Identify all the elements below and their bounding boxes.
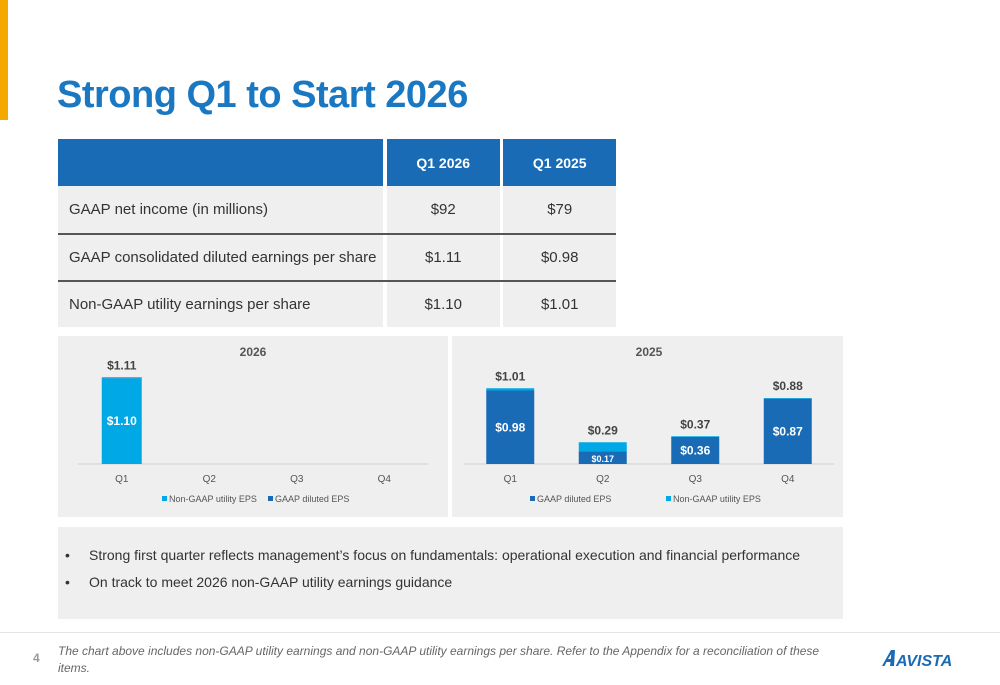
legend-swatch	[162, 496, 167, 501]
chart-2026-panel: 2026 Q1 $1.10 $1.11 Q2 Q3 Q4 Non-GAAP utility E…	[58, 336, 448, 517]
x-tick-label: Q2	[203, 474, 217, 485]
data-label-gaap: $0.17	[591, 454, 614, 464]
table-header-q1-2025: Q1 2025	[532, 154, 587, 171]
bar-non-gaap-eps	[486, 388, 535, 391]
data-label-non-gaap: $1.01	[495, 369, 525, 383]
bar-gaap-eps	[763, 398, 812, 464]
legend-label: Non-GAAP utility EPS	[673, 494, 761, 504]
logo-text: AVISTA	[895, 653, 952, 670]
chart-title: 2025	[636, 345, 663, 359]
bar-non-gaap-eps	[578, 442, 627, 452]
accent-bar	[0, 0, 8, 120]
eps-table: Q1 2026 Q1 2025 GAAP net income (in mill…	[58, 139, 616, 327]
row-label: GAAP consolidated diluted earnings per s…	[69, 249, 377, 266]
chart-title: 2026	[240, 345, 267, 359]
row-value-q1-2025: $0.98	[540, 249, 579, 266]
bar-non-gaap-eps	[101, 378, 142, 464]
table-row: GAAP net income (in millions) $92 $79	[58, 186, 616, 233]
x-tick-label: Q4	[378, 474, 392, 485]
legend-label: GAAP diluted EPS	[537, 494, 611, 504]
bullet-glyph: •	[65, 547, 70, 563]
bar-gaap-eps	[486, 390, 535, 464]
bar-non-gaap-eps	[671, 436, 720, 437]
page-number: 4	[33, 651, 40, 665]
bar-gaap-eps	[671, 437, 720, 464]
avista-logo-icon: AVISTA	[882, 650, 952, 670]
x-tick-label: Q1	[115, 474, 129, 485]
row-value-q1-2025: $1.01	[540, 296, 579, 313]
row-label: Non-GAAP utility earnings per share	[69, 296, 311, 313]
data-label-non-gaap: $0.37	[680, 417, 710, 431]
bullet-text: On track to meet 2026 non-GAAP utility e…	[89, 574, 453, 590]
data-label-gaap: $0.87	[773, 424, 803, 438]
x-tick-label: Q2	[596, 474, 610, 485]
data-label-gaap: $0.98	[495, 420, 525, 434]
key-points: • Strong first quarter reflects manageme…	[58, 527, 843, 619]
bullet-item: • Strong first quarter reflects manageme…	[65, 547, 843, 563]
table-header-q1-2026: Q1 2026	[416, 154, 471, 171]
table-row: GAAP consolidated diluted earnings per s…	[58, 233, 616, 280]
data-label-gaap: $0.36	[680, 444, 710, 458]
chart-2025: 2025 Q1 $0.98 $1.01 Q2 $0.17 $0.29 Q3 $0.36 $0.37…	[464, 345, 834, 504]
page-title: Strong Q1 to Start 2026	[57, 74, 468, 116]
table-header-row: Q1 2026 Q1 2025	[58, 139, 616, 186]
legend-swatch	[530, 496, 535, 501]
row-value-q1-2026: $92	[430, 201, 456, 218]
bullet-item: • On track to meet 2026 non-GAAP utility…	[65, 574, 843, 590]
footer-divider	[0, 632, 1000, 633]
bullet-text: Strong first quarter reflects management…	[89, 547, 801, 563]
x-tick-label: Q4	[781, 474, 795, 485]
data-label-non-gaap: $1.10	[107, 414, 137, 428]
row-value-q1-2026: $1.11	[425, 249, 462, 266]
row-value-q1-2025: $79	[547, 201, 573, 218]
row-label: GAAP net income (in millions)	[69, 201, 268, 218]
x-tick-label: Q1	[504, 474, 518, 485]
data-label-non-gaap: $0.29	[588, 423, 618, 437]
row-value-q1-2026: $1.10	[424, 296, 462, 313]
chart-2025-panel: 2025 Q1 $0.98 $1.01 Q2 $0.17 $0.29 Q3 $0.36 $0.37…	[452, 336, 843, 517]
bar-gaap-eps	[578, 451, 627, 464]
x-tick-label: Q3	[689, 474, 703, 485]
data-label-gaap: $1.11	[107, 358, 137, 372]
x-tick-label: Q3	[290, 474, 304, 485]
legend-swatch	[268, 496, 273, 501]
legend-label: GAAP diluted EPS	[275, 494, 349, 504]
footnote: The chart above includes non-GAAP utilit…	[58, 644, 820, 675]
bar-non-gaap-eps	[763, 398, 812, 399]
legend-label: Non-GAAP utility EPS	[169, 494, 257, 504]
legend-swatch	[666, 496, 671, 501]
chart-2026: 2026 Q1 $1.10 $1.11 Q2 Q3 Q4 Non-GAAP utility E…	[78, 345, 428, 504]
bullet-glyph: •	[65, 574, 70, 590]
table-row: Non-GAAP utility earnings per share $1.1…	[58, 280, 616, 327]
bar-gaap-eps	[101, 377, 142, 379]
data-label-non-gaap: $0.88	[773, 379, 803, 393]
